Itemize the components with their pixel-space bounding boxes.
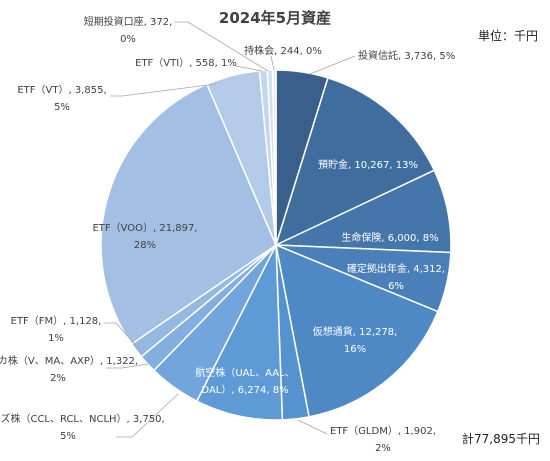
- leader-line: [116, 393, 179, 438]
- pie-slice: [100, 83, 277, 346]
- leader-line: [174, 21, 269, 72]
- leader-line: [235, 65, 263, 72]
- pie-slice: [275, 243, 439, 418]
- slice-data-label: 仮想通貨, 12,278, 16%: [313, 325, 398, 355]
- leader-line: [104, 322, 141, 351]
- slice-data-label: ETF（FM）, 1,128, 1%: [11, 315, 102, 344]
- pie-slice: [195, 242, 284, 421]
- slice-data-label: 預貯金, 10,267, 13%: [318, 158, 418, 171]
- leader-line: [309, 55, 356, 75]
- slice-data-label: ETF（VT）, 3,855, 5%: [17, 84, 106, 113]
- pie-slice: [271, 69, 277, 246]
- slice-data-label: ETF（VOO）, 21,897, 28%: [92, 222, 197, 251]
- slice-data-label: 短期投資口座, 372, 0%: [84, 15, 173, 45]
- slice-data-label: 持株会, 244, 0%: [244, 44, 322, 57]
- unit-label: 単位：千円: [477, 29, 538, 43]
- leader-line: [270, 55, 275, 71]
- pie-slice: [274, 76, 436, 247]
- chart-title: 2024年5月資産: [218, 9, 332, 27]
- slice-data-label: 生命保険, 6,000, 8%: [341, 231, 438, 244]
- slice-data-label: ETF（VTI）, 558, 1%: [135, 57, 237, 69]
- leader-line: [297, 419, 328, 435]
- leader-line: [106, 363, 149, 369]
- slice-data-label: クルーズ株（CCL、RCL、NCLH）, 3,750,5%: [0, 412, 165, 442]
- slice-data-label: 確定拠出年金, 4,312, 6%: [347, 262, 445, 292]
- slice-data-label: 航空株（UAL、AAL、 DAL）, 6,274, 8%: [195, 366, 294, 396]
- slice-data-label: クレカ株（V、MA、AXP）, 1,322,2%: [0, 354, 138, 384]
- total-label: 計77,895千円: [462, 432, 540, 446]
- slice-data-label: 投資信託, 3,736, 5%: [358, 49, 455, 62]
- slice-data-label: ETF（GLDM）, 1,902, 2%: [330, 425, 436, 454]
- leader-line: [110, 83, 217, 97]
